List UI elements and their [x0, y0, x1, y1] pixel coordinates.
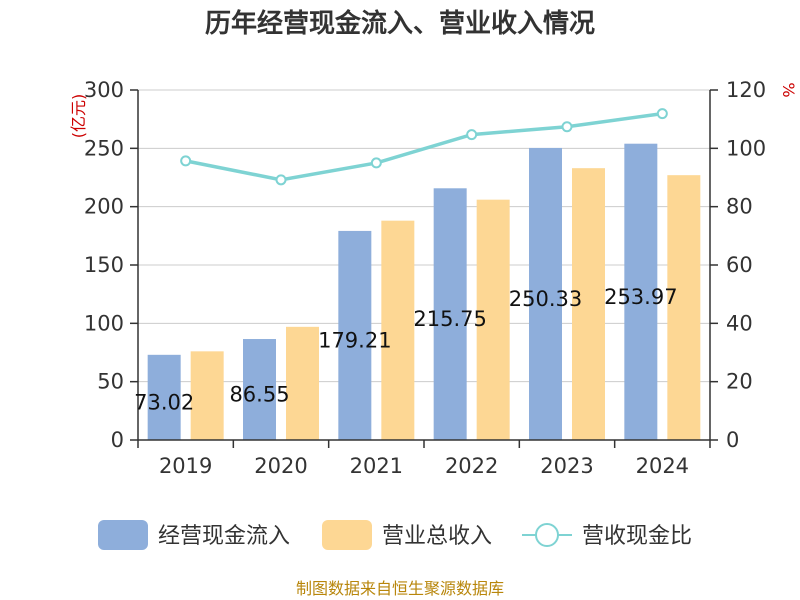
- right-tick-label: 0: [726, 428, 739, 452]
- chart-title: 历年经营现金流入、营业收入情况: [205, 8, 595, 39]
- data-label: 73.02: [134, 390, 194, 414]
- left-tick-label: 100: [84, 311, 124, 335]
- x-tick-label: 2022: [445, 454, 498, 478]
- bar-revenue: [572, 168, 605, 440]
- legend-swatch-cash-inflow: [98, 520, 148, 550]
- bar-cash-inflow: [243, 339, 276, 440]
- right-tick-label: 80: [726, 195, 753, 219]
- x-tick-label: 2024: [636, 454, 689, 478]
- legend: 经营现金流入 营业总收入 营收现金比: [98, 520, 692, 550]
- x-tick-label: 2023: [540, 454, 593, 478]
- legend-marker-ratio: [535, 523, 559, 547]
- data-labels: 73.02 86.55 179.21 215.75 250.33 253.97: [134, 285, 677, 415]
- bar-revenue: [190, 351, 224, 440]
- data-label: 253.97: [604, 285, 677, 309]
- ratio-line-path: [185, 111, 663, 182]
- bar-revenue: [667, 175, 701, 440]
- left-tick-label: 200: [84, 195, 124, 219]
- ratio-point: [180, 155, 192, 167]
- left-tick-label: 300: [84, 78, 124, 102]
- ratio-point: [561, 121, 573, 133]
- data-label: 215.75: [413, 307, 486, 331]
- ratio-point: [370, 157, 382, 169]
- right-axis-unit: %: [779, 82, 798, 97]
- bar-cash-inflow: [624, 143, 658, 440]
- right-tick-label: 20: [726, 370, 753, 394]
- right-tick-label: 40: [726, 311, 753, 335]
- right-tick-label: 100: [726, 136, 766, 160]
- legend-label: 营收现金比: [582, 524, 692, 549]
- source-note: 制图数据来自恒生聚源数据库: [296, 579, 504, 598]
- tick-labels: 0 50 100 150 200 250 300 0 20 40 60 80 100 120 2019 202…: [84, 78, 766, 478]
- bar-revenue: [286, 326, 319, 440]
- ratio-point: [275, 174, 287, 186]
- left-tick-label: 50: [97, 370, 124, 394]
- legend-label: 营业总收入: [382, 524, 492, 549]
- data-label: 86.55: [229, 383, 289, 407]
- data-label: 250.33: [509, 287, 582, 311]
- x-tick-label: 2021: [350, 454, 403, 478]
- ratio-line: [180, 108, 668, 186]
- bar-revenue: [476, 199, 510, 440]
- bar-revenue: [381, 220, 415, 440]
- x-tick-label: 2019: [159, 454, 212, 478]
- right-tick-label: 60: [726, 253, 753, 277]
- legend-label: 经营现金流入: [158, 524, 290, 549]
- x-tick-label: 2020: [254, 454, 307, 478]
- axes: [130, 89, 718, 448]
- bars: [147, 143, 701, 440]
- ratio-point: [656, 108, 668, 120]
- bar-cash-inflow: [338, 230, 372, 440]
- grid-lines: [138, 89, 710, 383]
- bar-cash-inflow: [147, 354, 181, 440]
- left-axis-unit: (亿元): [69, 94, 88, 139]
- bar-cash-inflow: [529, 147, 562, 440]
- left-tick-label: 0: [111, 428, 124, 452]
- bar-cash-inflow: [433, 188, 467, 440]
- left-tick-label: 250: [84, 136, 124, 160]
- left-tick-label: 150: [84, 253, 124, 277]
- right-tick-label: 120: [726, 78, 766, 102]
- data-label: 179.21: [318, 328, 391, 352]
- legend-swatch-revenue: [322, 520, 372, 550]
- ratio-point: [466, 129, 478, 141]
